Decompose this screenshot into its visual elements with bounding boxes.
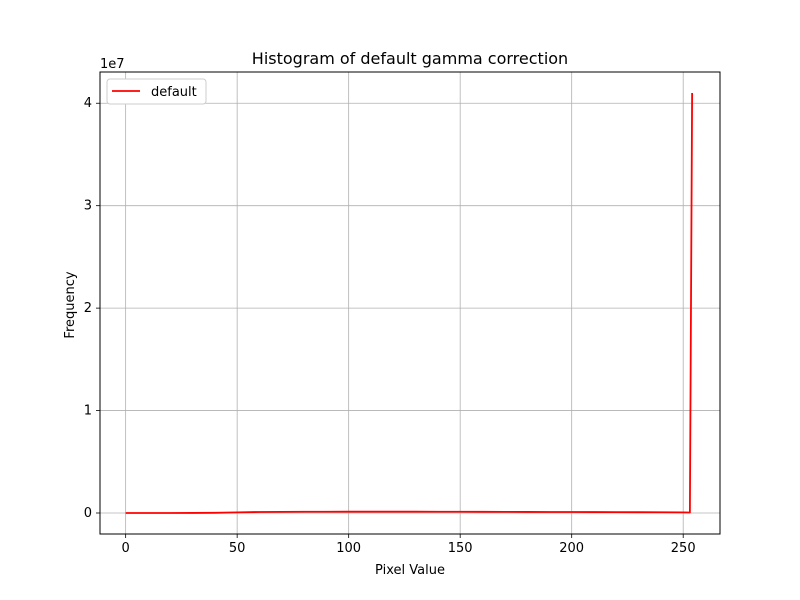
y-axis-scale-label: 1e7 — [100, 57, 125, 72]
legend-box — [106, 78, 207, 105]
ticks: 0 50 100 150 200 250 0 1 2 3 4 — [84, 96, 696, 556]
y-tick-label: 2 — [84, 301, 92, 316]
grid — [100, 72, 720, 534]
y-tick-label: 4 — [84, 96, 92, 111]
legend-label: default — [151, 85, 197, 100]
x-tick-label: 50 — [229, 541, 246, 556]
y-tick-label: 0 — [84, 506, 92, 521]
plot-area-frame — [99, 71, 721, 535]
x-axis-label: Pixel Value — [375, 563, 445, 578]
x-tick-label: 100 — [336, 541, 361, 556]
chart-title: Histogram of default gamma correction — [252, 49, 568, 68]
x-tick-label: 150 — [448, 541, 473, 556]
y-tick-label: 3 — [84, 199, 92, 214]
y-axis-label: Frequency — [63, 271, 78, 338]
x-tick-label: 250 — [671, 541, 696, 556]
y-tick-label: 1 — [84, 404, 92, 419]
series-line-default — [125, 92, 694, 514]
x-tick-label: 0 — [122, 541, 130, 556]
legend: default — [106, 78, 207, 105]
x-tick-label: 200 — [559, 541, 584, 556]
series-layer — [125, 92, 694, 514]
